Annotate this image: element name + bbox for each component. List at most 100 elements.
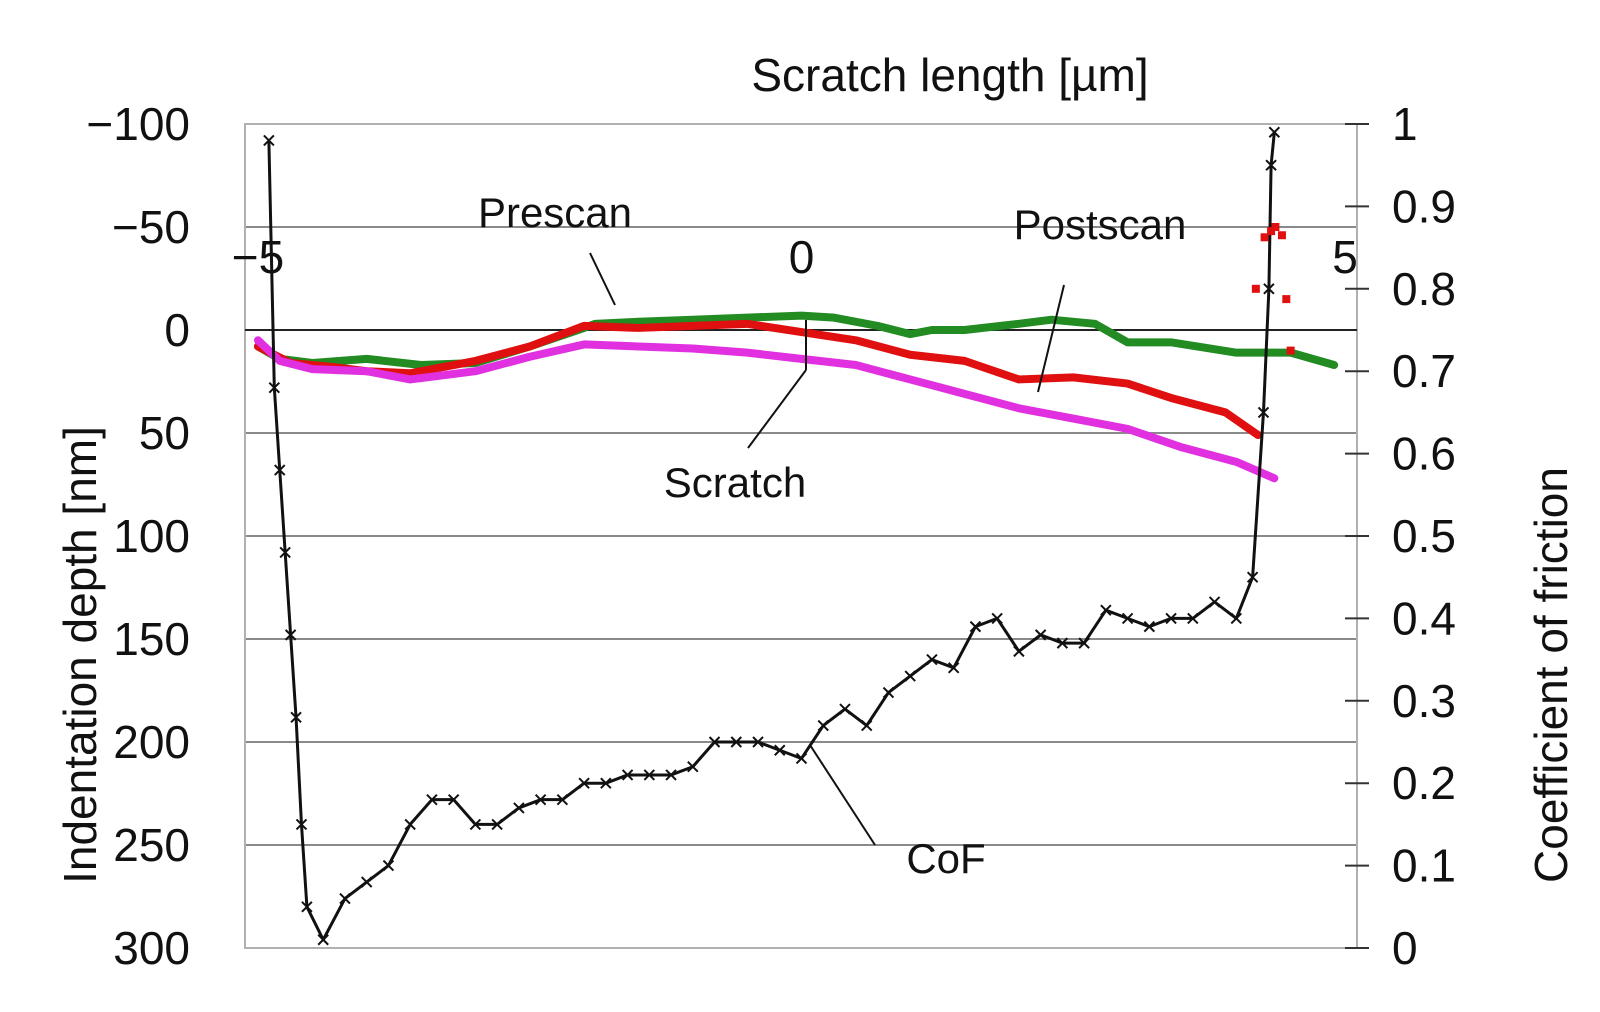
callout-prescan-leader xyxy=(589,252,616,306)
series-scratch-point-14 xyxy=(961,357,969,365)
series-scratch-point-19 xyxy=(1221,408,1229,416)
y2-tick-label-3: 0.3 xyxy=(1392,675,1456,727)
series-red-dots xyxy=(1251,223,1295,355)
y2-tick-label-5: 0.5 xyxy=(1392,510,1456,562)
series-cof-point-16 xyxy=(491,818,503,831)
series-cof-point-50 xyxy=(1230,612,1243,625)
series-cof-point-51 xyxy=(1246,571,1259,583)
series-postscan-point-17 xyxy=(1124,425,1132,433)
callout-cof: CoF xyxy=(809,744,986,882)
y-tick-label-8: 300 xyxy=(113,922,190,974)
series-postscan-point-6 xyxy=(526,353,534,361)
series-cof-point-30 xyxy=(795,752,808,765)
series-postscan-point-14 xyxy=(961,390,969,398)
series-scratch-point-7 xyxy=(580,322,588,330)
callout-postscan: Postscan xyxy=(1014,201,1186,393)
y-tick-label-6: 200 xyxy=(113,716,190,768)
series-postscan xyxy=(254,336,1279,483)
series-prescan-point-4 xyxy=(417,361,425,369)
series-postscan-point-16 xyxy=(1069,415,1077,423)
series-prescan-line xyxy=(254,311,1339,370)
series-cof-point-54 xyxy=(1265,159,1277,171)
series-cof-point-36 xyxy=(926,653,938,666)
series-scratch-point-12 xyxy=(852,336,860,344)
series-cof-point-22 xyxy=(621,769,634,781)
y2-tick-label-0: 0 xyxy=(1392,922,1418,974)
series-cof-point-53 xyxy=(1263,283,1275,295)
y-axis-title: Indentation depth [nm] xyxy=(54,426,106,884)
series-postscan-point-2 xyxy=(308,365,316,373)
series-cof-point-35 xyxy=(904,670,916,682)
callout-postscan-leader xyxy=(1037,284,1065,393)
series-cof-point-0 xyxy=(263,134,275,147)
series-cof-point-14 xyxy=(447,793,460,806)
series-prescan-point-21 xyxy=(1124,338,1132,346)
series-cof-point-48 xyxy=(1187,612,1199,625)
grid xyxy=(245,123,1357,949)
series-prescan-point-16 xyxy=(928,326,936,334)
series-layer xyxy=(254,126,1339,946)
series-cof-point-52 xyxy=(1257,406,1270,419)
series-postscan-point-3 xyxy=(363,367,371,375)
series-cof-point-17 xyxy=(513,802,525,814)
series-cof-point-4 xyxy=(284,629,297,641)
series-red-dots-point-3 xyxy=(1271,223,1280,231)
x-tick-label-0: −5 xyxy=(232,231,284,283)
series-red-dots-point-4 xyxy=(1277,231,1286,240)
series-prescan-point-11 xyxy=(743,314,751,322)
series-cof-point-27 xyxy=(730,736,742,748)
callout-prescan-label: Prescan xyxy=(478,189,632,236)
series-cof-point-38 xyxy=(969,620,982,633)
series-cof-point-24 xyxy=(665,769,677,781)
series-cof-point-20 xyxy=(578,777,590,789)
series-cof-point-34 xyxy=(882,686,895,699)
series-cof-point-40 xyxy=(1013,645,1025,658)
series-prescan-point-20 xyxy=(1091,320,1099,328)
series-postscan-point-4 xyxy=(406,375,414,383)
series-cof-point-15 xyxy=(469,818,482,831)
series-prescan-point-18 xyxy=(1015,320,1023,328)
y-tick-label-2: 0 xyxy=(164,304,190,356)
series-prescan-point-3 xyxy=(363,355,371,363)
series-cof-point-47 xyxy=(1165,612,1177,625)
series-postscan-point-12 xyxy=(852,361,860,369)
series-postscan-point-7 xyxy=(580,340,588,348)
series-cof-point-25 xyxy=(687,761,699,773)
series-prescan-point-14 xyxy=(874,322,882,330)
series-scratch-point-10 xyxy=(743,320,751,328)
series-prescan-point-23 xyxy=(1232,349,1240,357)
x-tick-label-1: 0 xyxy=(789,231,815,283)
series-cof-point-3 xyxy=(279,546,291,559)
y-tick-label-4: 100 xyxy=(113,510,190,562)
series-scratch-point-8 xyxy=(634,324,642,332)
series-scratch-point-11 xyxy=(798,328,805,336)
y2-tick-label-7: 0.7 xyxy=(1392,345,1456,397)
series-cof-point-43 xyxy=(1078,637,1090,649)
series-prescan-point-15 xyxy=(906,330,914,338)
series-cof-point-2 xyxy=(274,464,286,476)
y2-tick-label-9: 0.9 xyxy=(1392,180,1456,232)
series-red-dots-point-6 xyxy=(1286,346,1295,355)
series-cof-point-8 xyxy=(317,934,329,946)
x-tick-label-2: 5 xyxy=(1332,231,1358,283)
series-postscan-point-5 xyxy=(471,367,479,375)
y-tick-label-1: −50 xyxy=(112,201,190,253)
series-cof-point-45 xyxy=(1121,612,1134,625)
series-red-dots-point-5 xyxy=(1282,295,1291,304)
y-tick-label-5: 150 xyxy=(113,613,190,665)
series-cof xyxy=(263,126,1281,946)
series-prescan-point-12 xyxy=(798,312,805,320)
series-cof-point-1 xyxy=(268,381,281,394)
callout-cof-leader xyxy=(809,744,876,846)
x-axis-title: Scratch length [µm] xyxy=(751,49,1148,101)
series-cof-point-9 xyxy=(339,892,351,905)
series-prescan-point-19 xyxy=(1048,316,1056,324)
series-cof-point-46 xyxy=(1143,620,1156,633)
series-red-dots-point-0 xyxy=(1251,284,1260,293)
series-postscan-point-20 xyxy=(1270,474,1278,482)
series-scratch-point-13 xyxy=(906,351,914,359)
series-scratch-point-17 xyxy=(1124,380,1132,388)
series-cof-point-49 xyxy=(1208,596,1221,608)
